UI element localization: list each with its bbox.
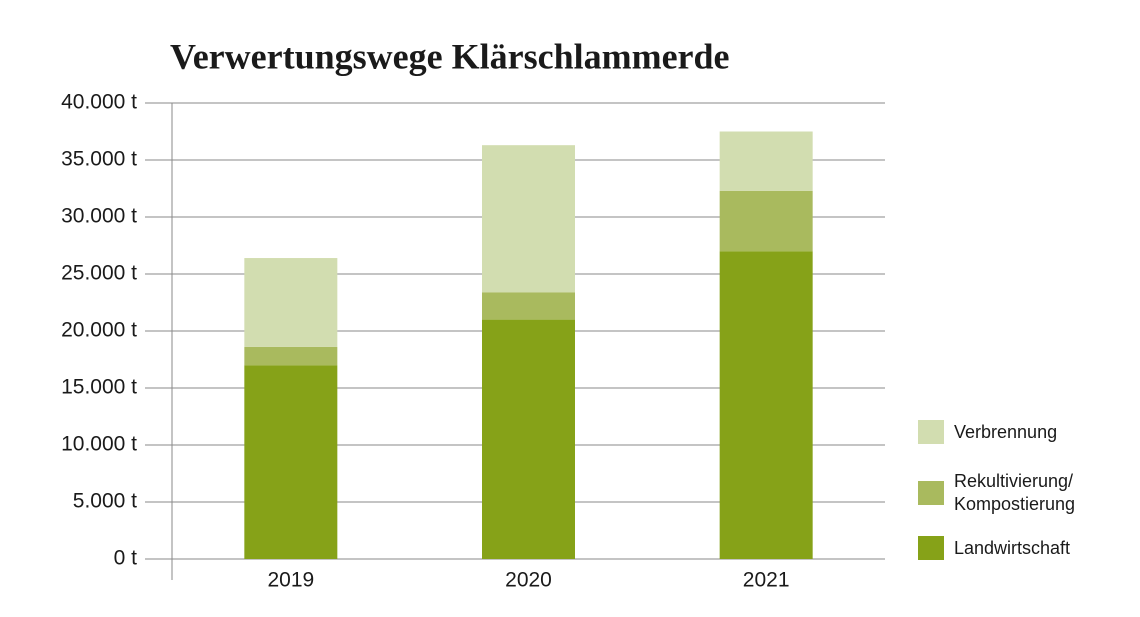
y-tick-label: 20.000 t [61, 319, 137, 342]
bar-segment [244, 346, 338, 366]
y-tick-label: 40.000 t [61, 91, 137, 114]
bar-segment [719, 131, 813, 191]
y-tick-label: 25.000 t [61, 262, 137, 285]
bar-segment [482, 145, 575, 293]
legend-swatch [918, 420, 944, 444]
legend-entry: Rekultivierung/ Kompostierung [918, 470, 1104, 516]
y-tick-label: 35.000 t [61, 148, 137, 171]
x-tick-label: 2019 [267, 569, 314, 592]
bar-segment [482, 319, 575, 559]
legend-swatch [918, 481, 944, 505]
bar-segment [482, 292, 575, 320]
bar-segment [244, 258, 338, 347]
legend-label: Rekultivierung/ Kompostierung [954, 471, 1076, 514]
chart-title: Verwertungswege Klärschlammerde [170, 36, 730, 76]
legend-entry: Verbrennung [918, 420, 1104, 444]
bar-segment [719, 251, 813, 559]
x-tick-label: 2021 [743, 569, 790, 592]
y-tick-label: 15.000 t [61, 376, 137, 399]
y-tick-label: 5.000 t [73, 490, 137, 513]
bar-segment [244, 365, 338, 559]
bar-segment [719, 190, 813, 252]
legend-entry: Landwirtschaft [918, 536, 1104, 560]
legend-label: Landwirtschaft [954, 537, 1071, 558]
legend-swatch [918, 536, 944, 560]
y-tick-label: 10.000 t [61, 433, 137, 456]
y-tick-label: 30.000 t [61, 205, 137, 228]
x-tick-label: 2020 [505, 569, 552, 592]
legend-label: Verbrennung [954, 421, 1058, 442]
y-tick-label: 0 t [114, 547, 138, 570]
